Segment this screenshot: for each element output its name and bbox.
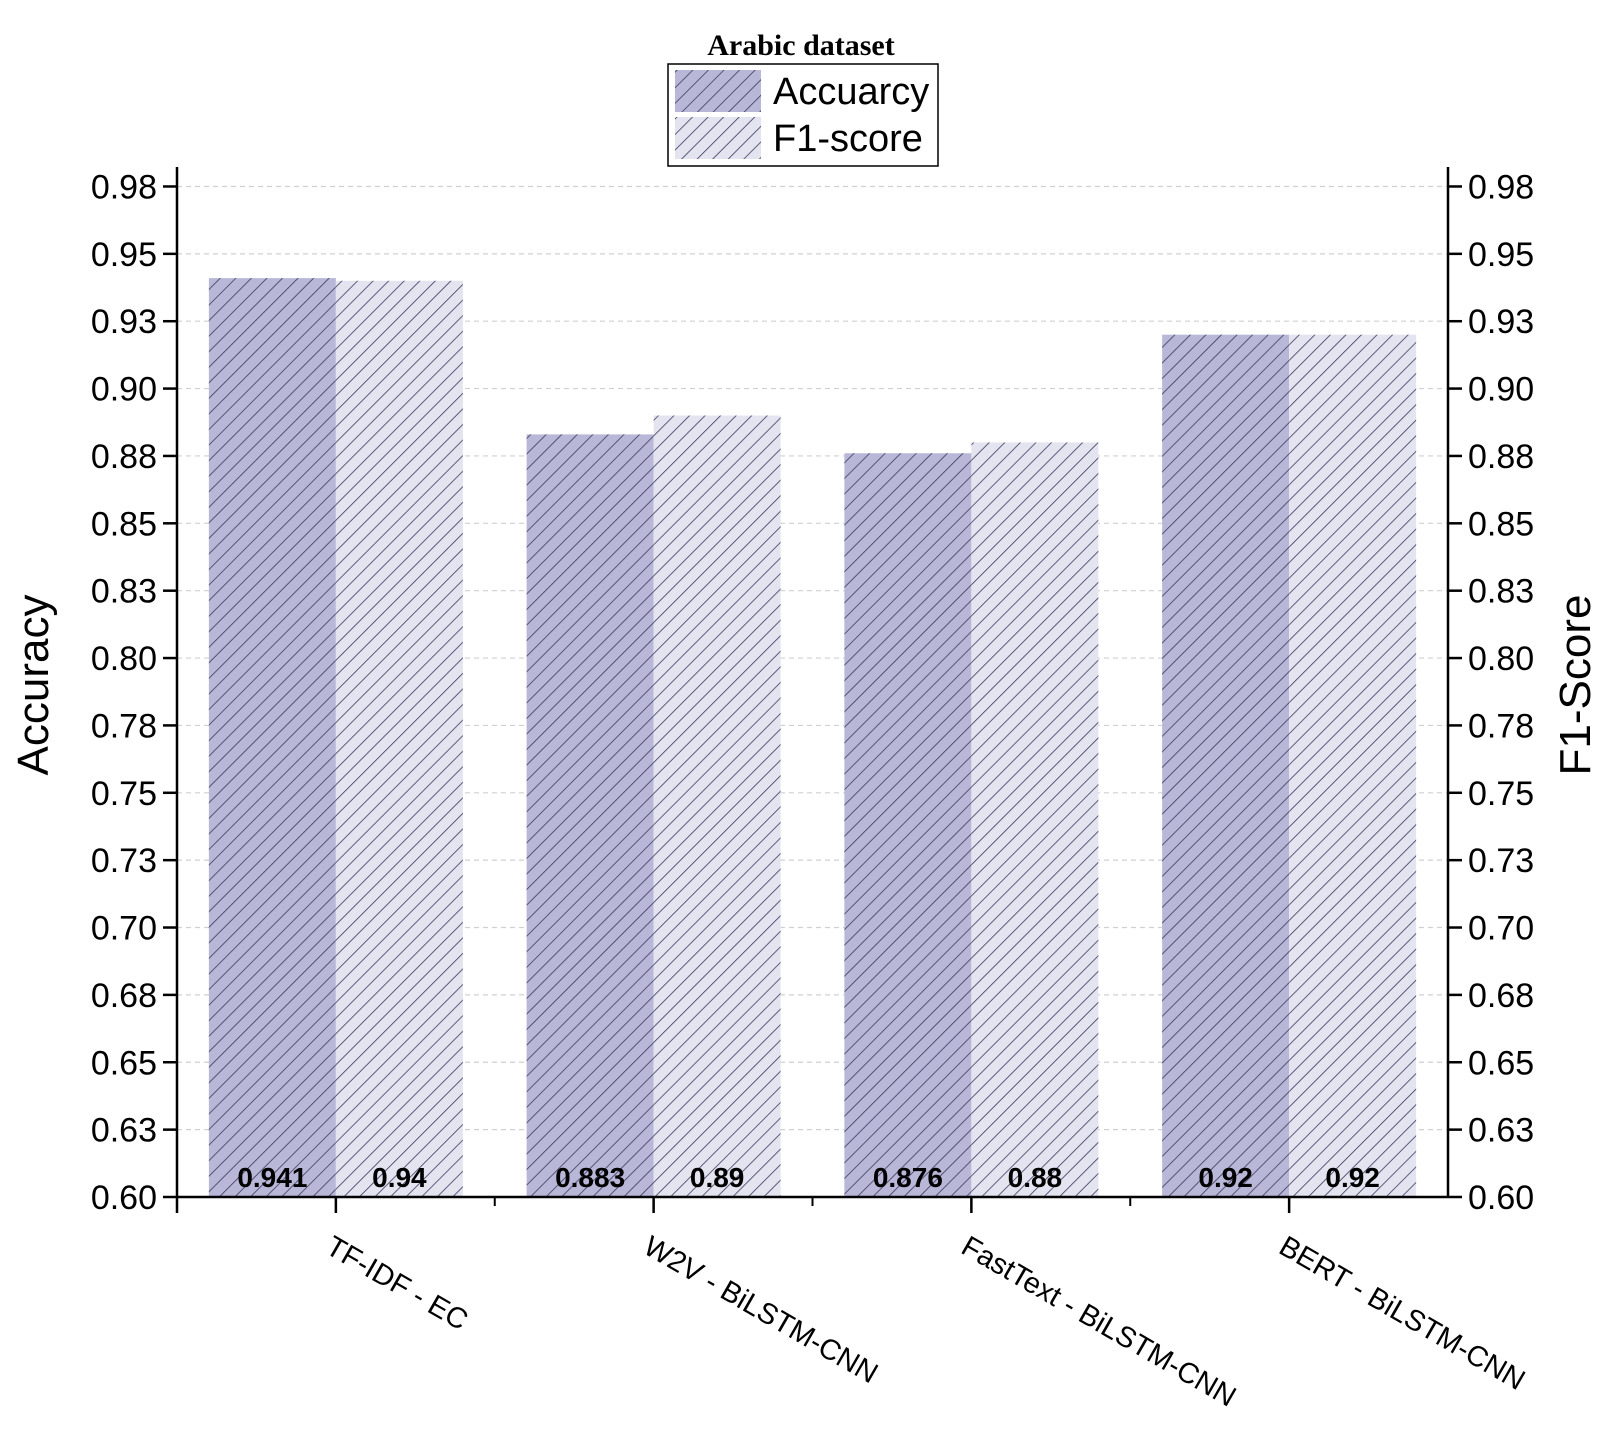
y-tick-label-left: 0.93 <box>91 303 157 341</box>
legend: Arabic dataset Accuarcy F1-score <box>667 29 939 167</box>
y-tick-label-right: 0.65 <box>1468 1044 1534 1082</box>
y-tick-label-right: 0.88 <box>1468 438 1534 476</box>
bar-hatch <box>653 415 781 1197</box>
y-tick-label-left: 0.95 <box>91 236 157 274</box>
bar-hatch <box>844 453 972 1197</box>
bars <box>208 278 1417 1198</box>
y-tick-label-right: 0.95 <box>1468 236 1534 274</box>
y-tick-label-right: 0.83 <box>1468 573 1534 611</box>
y-tick-label-left: 0.90 <box>91 371 157 409</box>
y-axis-title-left: Accuracy <box>9 595 58 776</box>
legend-label: Accuarcy <box>773 71 929 113</box>
y-tick-label-left: 0.70 <box>91 910 157 948</box>
data-label: 0.89 <box>690 1162 745 1193</box>
y-tick-label-right: 0.78 <box>1468 707 1534 745</box>
y-tick-label-right: 0.75 <box>1468 775 1534 813</box>
bar-hatch <box>1162 334 1290 1197</box>
y-tick-label-left: 0.88 <box>91 438 157 476</box>
y-tick-label-right: 0.70 <box>1468 910 1534 948</box>
y-tick-label-left: 0.98 <box>91 168 157 206</box>
bar-hatch <box>208 278 336 1197</box>
y-axis-title-right: F1-Score <box>1551 595 1600 776</box>
x-tick-label: FastText - BiLSTM-CNN <box>956 1230 1241 1413</box>
y-tick-label-left: 0.73 <box>91 842 157 880</box>
x-tick-label: W2V - BiLSTM-CNN <box>638 1230 883 1390</box>
y-tick-label-left: 0.68 <box>91 977 157 1015</box>
y-tick-label-right: 0.63 <box>1468 1112 1534 1150</box>
y-tick-label-left: 0.85 <box>91 505 157 543</box>
y-tick-label-right: 0.80 <box>1468 640 1534 678</box>
data-label: 0.88 <box>1008 1162 1063 1193</box>
y-tick-label-right: 0.93 <box>1468 303 1534 341</box>
legend-swatch-hatch <box>675 117 761 159</box>
y-tick-label-right: 0.85 <box>1468 505 1534 543</box>
y-tick-label-left: 0.60 <box>91 1179 157 1217</box>
data-label: 0.883 <box>555 1162 625 1193</box>
y-tick-label-right: 0.68 <box>1468 977 1534 1015</box>
y-tick-label-left: 0.63 <box>91 1112 157 1150</box>
x-tick-label: BERT - BiLSTM-CNN <box>1274 1230 1530 1397</box>
bar-hatch <box>526 434 654 1197</box>
bar-hatch <box>971 442 1099 1197</box>
axes <box>163 167 1462 1213</box>
data-label: 0.876 <box>873 1162 943 1193</box>
y-tick-label-left: 0.78 <box>91 707 157 745</box>
data-label: 0.92 <box>1198 1162 1253 1193</box>
legend-swatch-hatch <box>675 70 761 112</box>
y-tick-label-left: 0.75 <box>91 775 157 813</box>
bar-hatch <box>335 280 463 1198</box>
y-tick-label-right: 0.90 <box>1468 371 1534 409</box>
data-label: 0.92 <box>1325 1162 1380 1193</box>
legend-label: F1-score <box>773 118 923 160</box>
y-tick-label-left: 0.80 <box>91 640 157 678</box>
x-tick-label: TF-IDF - EC <box>320 1230 473 1337</box>
y-tick-label-right: 0.98 <box>1468 168 1534 206</box>
data-label: 0.94 <box>372 1162 427 1193</box>
bar-hatch <box>1289 334 1417 1197</box>
y-tick-label-left: 0.83 <box>91 573 157 611</box>
legend-title: Arabic dataset <box>707 29 894 62</box>
y-tick-label-left: 0.65 <box>91 1044 157 1082</box>
y-tick-label-right: 0.60 <box>1468 1179 1534 1217</box>
data-label: 0.941 <box>237 1162 307 1193</box>
y-tick-label-right: 0.73 <box>1468 842 1534 880</box>
